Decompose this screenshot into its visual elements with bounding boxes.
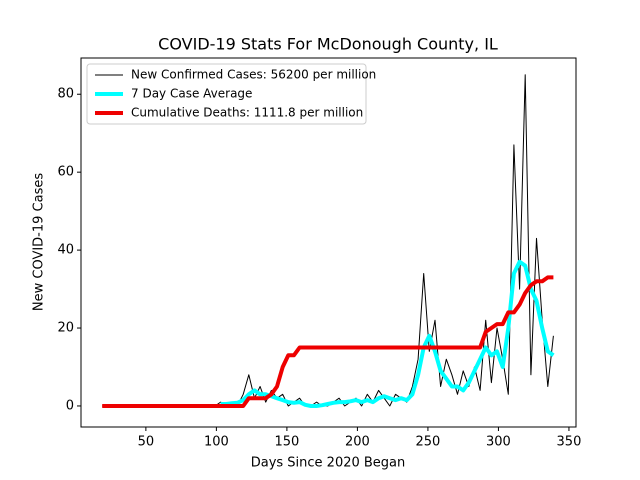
- y-axis-label: New COVID-19 Cases: [32, 173, 47, 311]
- y-tick-label: 60: [57, 165, 74, 180]
- chart-title: COVID-19 Stats For McDonough County, IL: [158, 35, 498, 54]
- x-axis-label: Days Since 2020 Began: [251, 456, 406, 471]
- y-tick-label: 40: [57, 243, 74, 258]
- y-tick-label: 0: [66, 398, 74, 413]
- series-line: [102, 275, 554, 408]
- x-tick-label: 50: [138, 435, 155, 450]
- x-tick-label: 300: [486, 435, 511, 450]
- plot-frame: [80, 57, 577, 428]
- x-tick-label: 150: [274, 435, 299, 450]
- legend-label: 7 Day Case Average: [131, 87, 252, 101]
- legend-label: Cumulative Deaths: 1111.8 per million: [131, 106, 363, 120]
- series-line: [220, 259, 555, 408]
- x-tick-label: 250: [416, 435, 441, 450]
- y-tick-label: 80: [57, 87, 74, 102]
- x-tick-label: 200: [345, 435, 370, 450]
- legend: New Confirmed Cases: 56200 per million 7 …: [86, 63, 376, 125]
- legend-label: New Confirmed Cases: 56200 per million: [131, 68, 376, 82]
- y-tick-label: 20: [57, 321, 74, 336]
- x-tick-label: 100: [204, 435, 229, 450]
- legend-box: [86, 63, 367, 125]
- x-tick-label: 350: [557, 435, 582, 450]
